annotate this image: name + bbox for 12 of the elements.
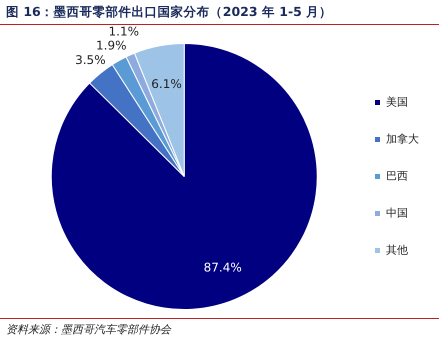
chart-title: 图 16：墨西哥零部件出口国家分布（2023 年 1-5 月） xyxy=(0,0,439,25)
data-label: 87.4% xyxy=(204,260,242,275)
data-label: 3.5% xyxy=(75,52,106,67)
legend-label: 加拿大 xyxy=(386,132,419,146)
legend-label: 巴西 xyxy=(386,169,408,182)
legend-label: 美国 xyxy=(386,95,408,108)
data-label: 1.9% xyxy=(96,38,126,53)
legend-label: 中国 xyxy=(386,206,408,220)
text: 资料来源：墨西哥汽车零部件协会 xyxy=(0,318,439,340)
legend-label: 其他 xyxy=(386,243,408,256)
data-label: 6.1% xyxy=(151,77,182,92)
data-label: 1.1% xyxy=(108,24,140,39)
